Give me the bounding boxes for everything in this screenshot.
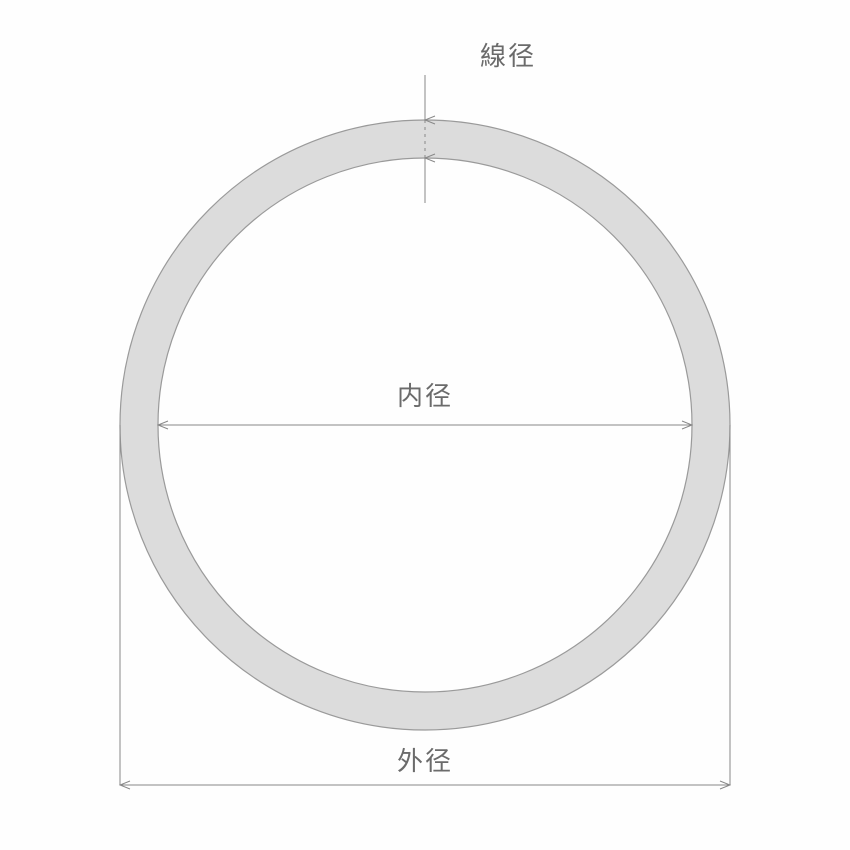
ring-dimension-diagram: 線径 内径 外径 — [0, 0, 850, 850]
wire-diameter-label: 線径 — [480, 41, 536, 71]
inner-diameter-label: 内径 — [397, 381, 453, 411]
outer-diameter-label: 外径 — [397, 746, 453, 776]
